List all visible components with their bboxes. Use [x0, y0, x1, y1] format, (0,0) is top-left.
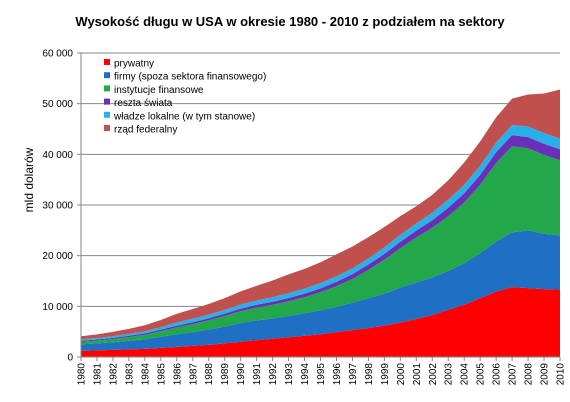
series-area-0 [81, 287, 560, 357]
x-tick-label: 2002 [428, 363, 439, 386]
x-tick-label: 1982 [108, 363, 119, 386]
series-area-5 [81, 89, 560, 340]
x-tick-label: 2009 [540, 363, 551, 386]
x-tick-label: 1994 [300, 363, 311, 386]
legend-swatch [104, 125, 110, 131]
x-tick-label: 2006 [492, 363, 503, 386]
x-tick-label: 1983 [124, 363, 135, 386]
series-area-1 [81, 230, 560, 351]
legend-label: firmy (spoza sektora finansowego) [114, 72, 266, 83]
y-tick-label: 20 000 [42, 251, 73, 262]
legend-swatch [104, 111, 110, 118]
x-tick-label: 1988 [204, 363, 215, 386]
legend-swatch [104, 85, 110, 92]
y-tick-label: 0 [67, 353, 73, 364]
series-area-2 [81, 146, 560, 345]
y-tick-label: 50 000 [42, 99, 73, 110]
plot-area [81, 89, 560, 357]
legend: prywatny firmy (spoza sektora finansowego… [104, 59, 266, 136]
x-tick-label: 2008 [524, 363, 535, 386]
legend-label: reszta świata [114, 98, 173, 109]
legend-label: rząd federalny [114, 125, 177, 136]
legend-label: prywatny [114, 59, 154, 70]
x-tick-label: 1995 [316, 363, 327, 386]
x-tick-label: 1997 [348, 363, 359, 386]
x-tick-label: 1991 [252, 363, 263, 386]
x-tick-label: 1985 [156, 363, 167, 386]
y-axis-label: mld dolarów [22, 147, 36, 212]
x-ticks: 1980 1981 1982 1983 1984 1985 1986 1987 1988 1989… [77, 357, 567, 385]
y-tick-label: 30 000 [42, 201, 73, 212]
x-tick-label: 2000 [396, 363, 407, 386]
x-tick-label: 2004 [460, 363, 471, 386]
x-tick-label: 2010 [556, 363, 567, 386]
x-tick-label: 1992 [268, 363, 279, 386]
legend-label: władze lokalne (w tym stanowe) [113, 111, 255, 122]
legend-swatch [104, 59, 110, 65]
y-tick-label: 10 000 [42, 302, 73, 313]
x-tick-label: 1996 [332, 363, 343, 386]
x-tick-label: 1987 [188, 363, 199, 386]
x-tick-label: 2007 [508, 363, 519, 386]
legend-swatch [104, 72, 110, 79]
y-tick-label: 40 000 [42, 150, 73, 161]
x-tick-label: 2005 [476, 363, 487, 386]
chart-title: Wysokość długu w USA w okresie 1980 - 20… [75, 14, 505, 29]
x-tick-label: 1984 [140, 363, 151, 386]
x-tick-label: 2003 [444, 363, 455, 386]
x-tick-label: 1989 [220, 363, 231, 386]
x-tick-label: 2001 [412, 363, 423, 386]
y-tick-label: 60 000 [42, 49, 73, 60]
x-tick-label: 1986 [172, 363, 183, 386]
x-tick-label: 1993 [284, 363, 295, 386]
x-tick-label: 1980 [77, 363, 88, 386]
y-ticks: 0 10 000 20 000 30 000 40 000 50 000 60 000 [42, 49, 81, 364]
legend-swatch [104, 98, 110, 105]
x-tick-label: 1990 [236, 363, 247, 386]
x-tick-label: 1981 [92, 363, 103, 386]
x-tick-label: 1999 [380, 363, 391, 386]
legend-label: instytucje finansowe [114, 85, 204, 96]
x-tick-label: 1998 [364, 363, 375, 386]
